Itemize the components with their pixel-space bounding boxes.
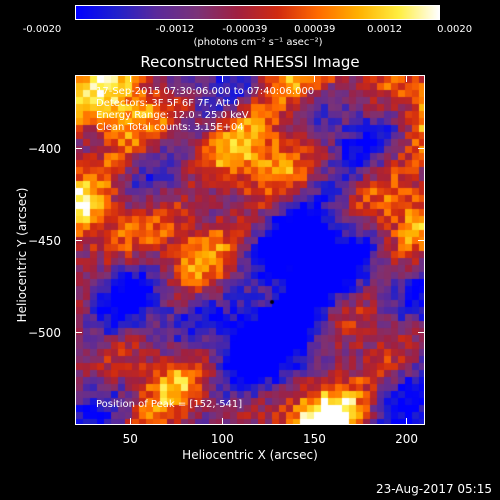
- colorbar-tick-label: -0.0012: [155, 24, 195, 35]
- x-tick-label: 200: [395, 432, 419, 446]
- colorbar: [75, 5, 440, 20]
- x-axis-label: Heliocentric X (arcsec): [182, 448, 318, 462]
- info-line-1: 17-Sep-2015 07:30:06.000 to 07:40:06.000: [96, 86, 315, 97]
- y-tick-label: −450: [28, 233, 61, 248]
- y-tick-mark: [418, 240, 425, 242]
- y-tick-mark: [418, 332, 425, 334]
- colorbar-tick-label: 0.0012: [367, 24, 403, 35]
- x-tick-label: 100: [210, 432, 234, 446]
- y-tick-label: −400: [28, 141, 61, 156]
- y-tick-mark: [75, 332, 82, 334]
- x-tick-mark: [129, 75, 131, 82]
- info-line-2: Detectors: 3F 5F 6F 7F, Att 0: [96, 98, 240, 109]
- x-tick-mark: [406, 418, 408, 425]
- y-tick-mark: [75, 148, 82, 150]
- x-tick-label: 150: [303, 432, 326, 446]
- x-tick-mark: [221, 75, 223, 82]
- x-tick-mark: [129, 418, 131, 425]
- colorbar-tick-label: 0.00039: [294, 24, 336, 35]
- y-tick-mark: [418, 148, 425, 150]
- peak-position-label: Position of Peak = [152,-541]: [96, 399, 243, 410]
- x-tick-mark: [406, 75, 408, 82]
- info-line-4: Clean Total counts: 3.15E+04: [96, 122, 244, 133]
- y-axis-label: Heliocentric Y (arcsec): [15, 187, 29, 323]
- colorbar-tick-label: -0.00039: [222, 24, 268, 35]
- x-tick-mark: [221, 418, 223, 425]
- x-tick-label: 50: [122, 432, 138, 446]
- plot-title: Reconstructed RHESSI Image: [140, 53, 360, 71]
- y-tick-mark: [75, 240, 82, 242]
- heatmap-image: [76, 76, 424, 424]
- footer-timestamp: 23-Aug-2017 05:15: [375, 482, 492, 496]
- x-tick-mark: [313, 418, 315, 425]
- x-tick-mark: [313, 75, 315, 82]
- colorbar-units: (photons cm⁻² s⁻¹ asec⁻²): [193, 37, 323, 48]
- y-tick-label: −500: [28, 325, 61, 340]
- colorbar-tick-label: -0.0020: [22, 24, 62, 35]
- colorbar-tick-label: 0.0020: [437, 24, 473, 35]
- image-plot: 17-Sep-2015 07:30:06.000 to 07:40:06.000…: [75, 75, 425, 425]
- info-line-3: Energy Range: 12.0 - 25.0 keV: [96, 110, 249, 121]
